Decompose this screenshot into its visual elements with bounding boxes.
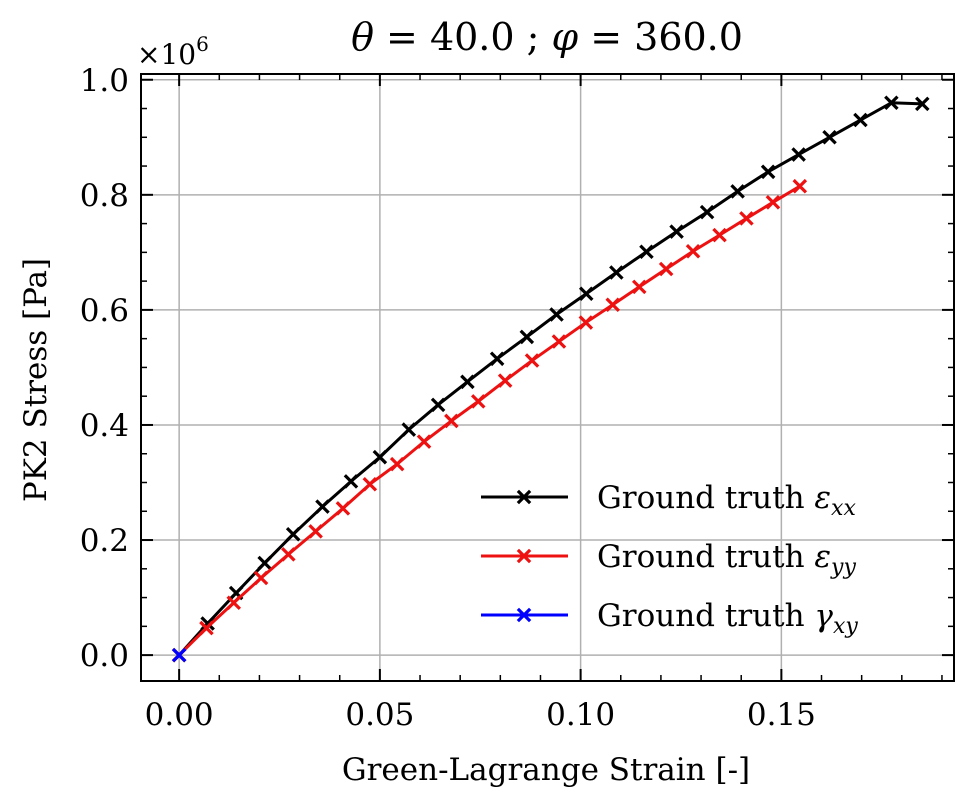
y-tick-label: 0.8 <box>80 178 129 214</box>
series-point <box>401 422 417 437</box>
series-point <box>658 261 674 277</box>
series-point <box>489 351 505 367</box>
legend-label: Ground truth εxx <box>597 480 856 521</box>
y-multiplier: ×106 <box>137 32 209 71</box>
series-point <box>519 329 535 345</box>
series-point <box>199 620 214 636</box>
legend-entry: Ground truth εyy <box>481 539 856 580</box>
series-point <box>460 374 475 390</box>
series-point <box>822 130 837 145</box>
series-point <box>578 315 594 330</box>
series-2 <box>171 647 187 663</box>
series-point <box>285 527 301 542</box>
series-point <box>699 204 715 220</box>
legend-marker <box>516 489 532 505</box>
series-point <box>739 211 754 226</box>
series-0 <box>171 95 930 663</box>
ticks: 0.00 0.05 0.10 0.15 0.0 0.2 0.4 0.6 0.8 1.0 <box>80 63 954 733</box>
title-phi-symbol: φ <box>552 15 579 59</box>
series-point <box>416 434 432 449</box>
series-point <box>253 570 269 586</box>
series-point <box>524 353 540 368</box>
series-point <box>430 397 446 413</box>
series-point <box>609 265 624 280</box>
legend-marker <box>516 607 532 623</box>
title-phi-value: = 360.0 <box>578 15 743 59</box>
series-point <box>389 456 405 472</box>
series-point <box>884 95 899 111</box>
legend-entry: Ground truth εxx <box>481 480 856 521</box>
series-point <box>226 595 242 611</box>
y-tick-label: 0.6 <box>80 293 129 329</box>
series-point <box>470 394 486 409</box>
series-1 <box>171 178 808 663</box>
x-axis-label: Green-Lagrange Strain [-] <box>342 752 750 788</box>
series-point <box>712 227 727 243</box>
series-point <box>549 307 564 322</box>
series-point <box>631 279 647 295</box>
series-point <box>281 547 296 562</box>
series-point <box>915 96 930 112</box>
series-point <box>343 474 359 489</box>
series-point <box>444 413 459 429</box>
legend: Ground truth εxx Ground truth εyy Ground t… <box>481 480 858 639</box>
series-point <box>639 244 654 260</box>
y-tick-label: 0.2 <box>80 523 129 559</box>
x-tick-label: 0.10 <box>546 697 615 733</box>
y-tick-label: 0.0 <box>80 638 129 674</box>
series-point <box>685 243 701 259</box>
series-point <box>315 499 330 514</box>
y-tick-label: 0.4 <box>80 408 129 444</box>
series-point <box>171 647 187 663</box>
grid <box>141 74 954 681</box>
series-line <box>178 184 801 657</box>
legend-entry: Ground truth γxy <box>481 598 858 639</box>
series-point <box>308 524 323 539</box>
x-tick-label: 0.15 <box>747 697 816 733</box>
series-point <box>497 373 513 388</box>
series-point <box>578 286 594 302</box>
series-point <box>760 164 776 180</box>
title-theta-value: = 40.0 ; <box>374 15 552 59</box>
series-point <box>791 147 806 162</box>
series-point <box>257 555 272 571</box>
y-axis-label: PK2 Stress [Pa] <box>18 258 54 502</box>
series-point <box>669 224 684 239</box>
y-tick-label: 1.0 <box>80 63 129 99</box>
title-theta-symbol: θ <box>351 15 374 59</box>
y-multiplier-exponent: 6 <box>196 32 209 56</box>
chart-title: θ = 40.0 ; φ = 360.0 <box>351 15 743 59</box>
series-point <box>335 501 351 516</box>
legend-marker <box>516 548 532 564</box>
plot-frame <box>140 73 955 682</box>
x-tick-label: 0.00 <box>145 697 214 733</box>
series-point <box>362 476 378 492</box>
y-multiplier-base: ×10 <box>137 38 196 71</box>
series-point <box>853 112 868 128</box>
series-point <box>792 178 808 194</box>
series-point <box>551 334 567 349</box>
legend-label: Ground truth γxy <box>597 598 858 639</box>
series-layer <box>171 95 930 663</box>
series-point <box>372 449 388 465</box>
series-point <box>605 297 621 312</box>
x-tick-label: 0.05 <box>345 697 414 733</box>
legend-label: Ground truth εyy <box>597 539 856 580</box>
series-point <box>730 184 745 199</box>
series-point <box>765 195 781 210</box>
